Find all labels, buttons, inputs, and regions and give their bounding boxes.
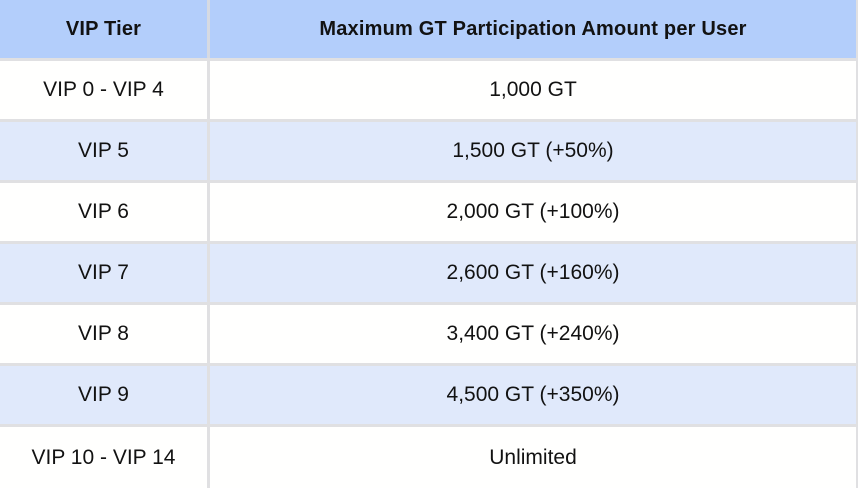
table-header-row: VIP Tier Maximum GT Participation Amount…: [0, 0, 856, 61]
tier-cell: VIP 6: [0, 183, 210, 241]
amount-cell: 3,400 GT (+240%): [446, 322, 620, 345]
header-cell-max-participation: Maximum GT Participation Amount per User: [319, 17, 747, 40]
amount-cell: 1,000 GT: [489, 78, 577, 101]
table-row: VIP 6 2,000 GT (+100%): [0, 183, 856, 244]
amount-cell: Unlimited: [489, 445, 577, 469]
tier-cell: VIP 5: [0, 122, 210, 180]
table-row: VIP 10 - VIP 14 Unlimited: [0, 427, 856, 488]
header-cell-vip-tier: VIP Tier: [0, 0, 210, 58]
amount-cell: 2,000 GT (+100%): [446, 200, 620, 223]
amount-cell: 4,500 GT (+350%): [446, 383, 620, 406]
amount-cell: 2,600 GT (+160%): [446, 261, 620, 284]
table-row: VIP 9 4,500 GT (+350%): [0, 366, 856, 427]
tier-cell: VIP 7: [0, 244, 210, 302]
table-row: VIP 5 1,500 GT (+50%): [0, 122, 856, 183]
tier-cell: VIP 0 - VIP 4: [0, 61, 210, 119]
table-row: VIP 8 3,400 GT (+240%): [0, 305, 856, 366]
table-row: VIP 0 - VIP 4 1,000 GT: [0, 61, 856, 122]
tier-cell: VIP 10 - VIP 14: [0, 427, 210, 488]
table-row: VIP 7 2,600 GT (+160%): [0, 244, 856, 305]
tier-cell: VIP 9: [0, 366, 210, 424]
tier-cell: VIP 8: [0, 305, 210, 363]
amount-cell: 1,500 GT (+50%): [452, 139, 614, 162]
